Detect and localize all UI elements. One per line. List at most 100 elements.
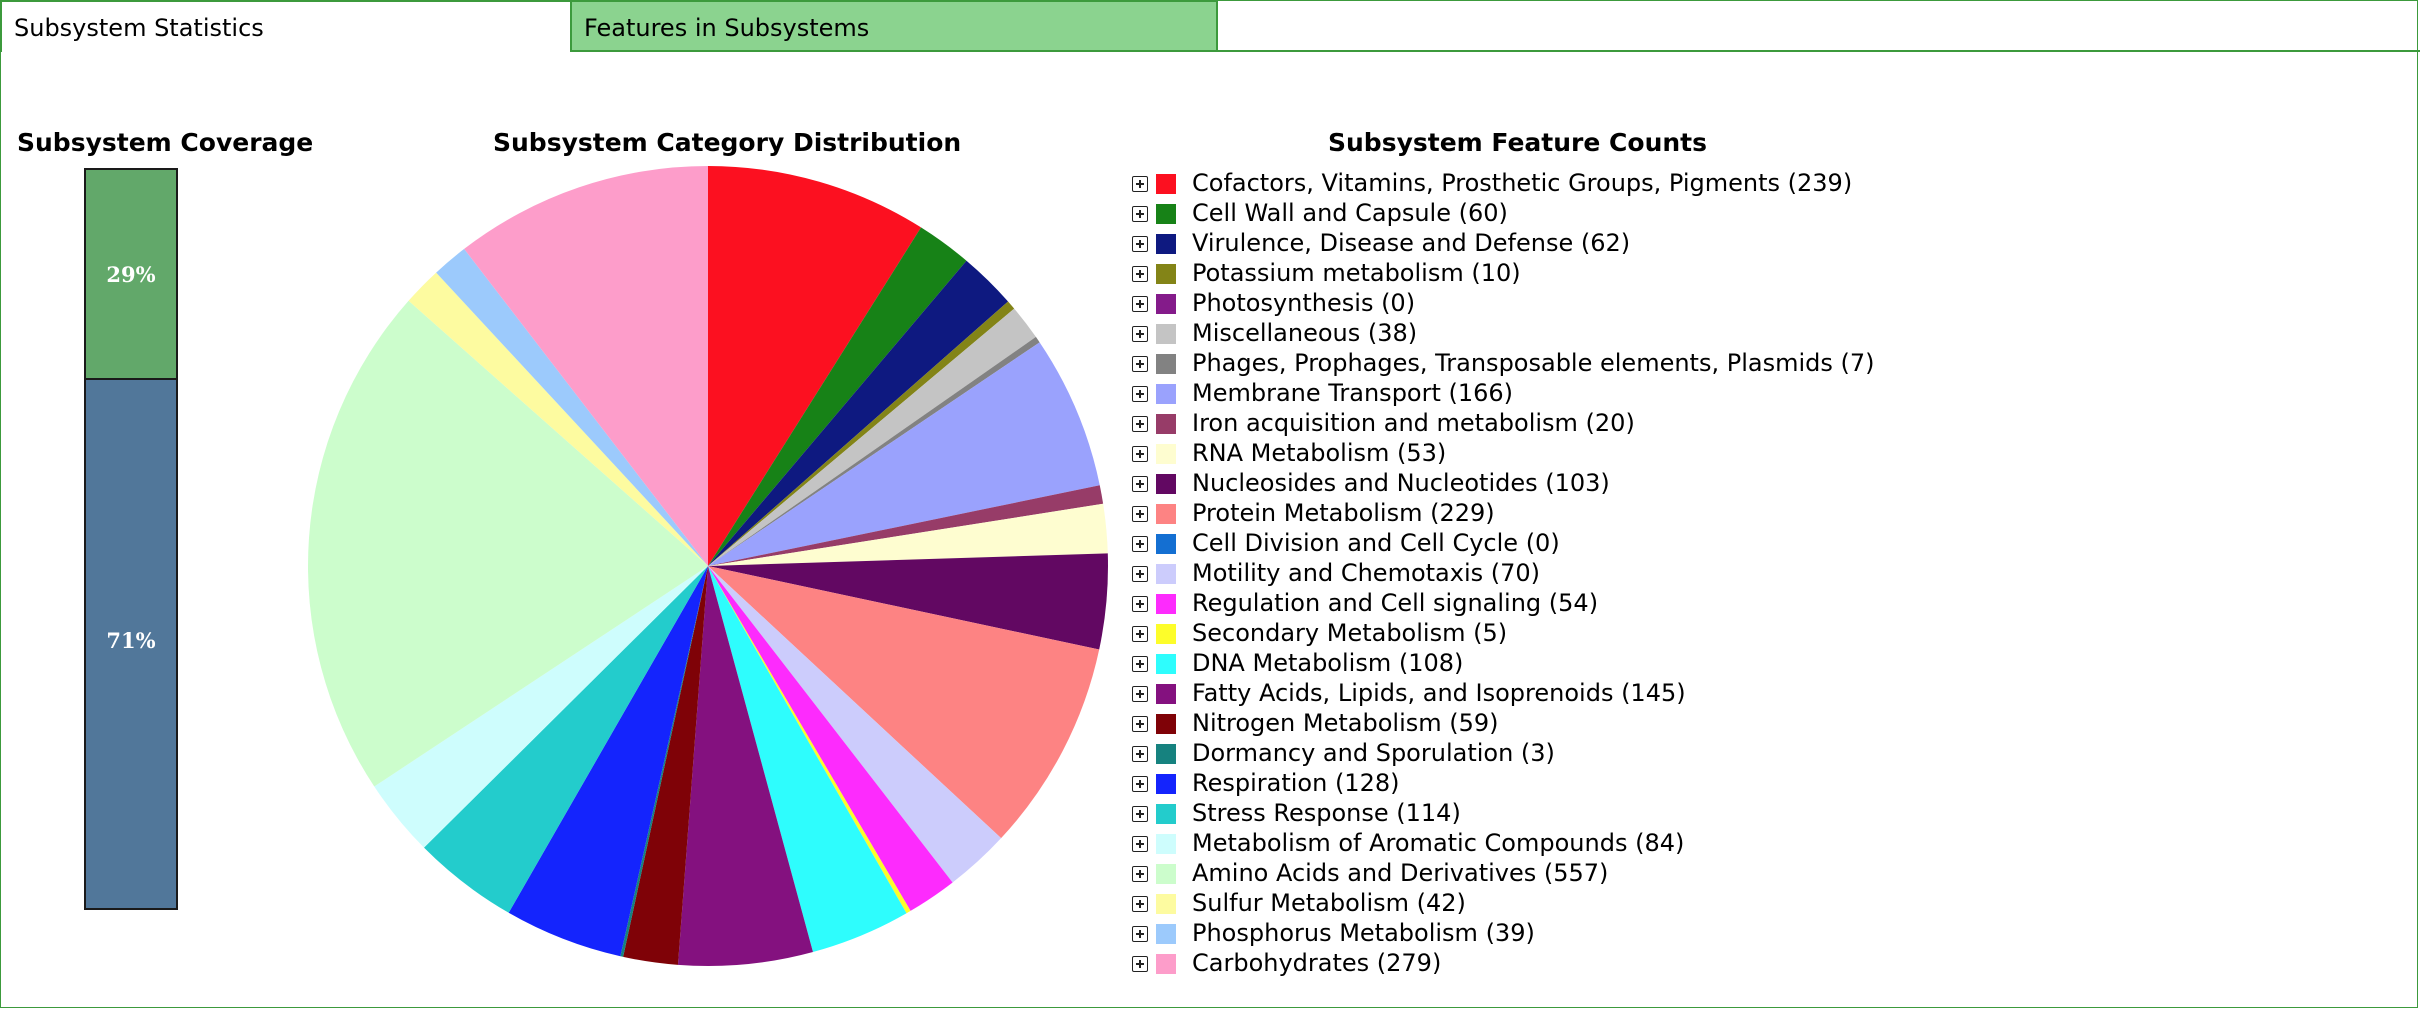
expand-plus-icon[interactable] <box>1132 416 1148 432</box>
legend-label: Carbohydrates (279) <box>1192 949 1442 977</box>
legend-color-swatch <box>1156 444 1176 464</box>
legend-item: Protein Metabolism (229) <box>1132 498 1874 528</box>
expand-plus-icon[interactable] <box>1132 326 1148 342</box>
legend-item: Miscellaneous (38) <box>1132 318 1874 348</box>
expand-plus-icon[interactable] <box>1132 596 1148 612</box>
legend-color-swatch <box>1156 774 1176 794</box>
pie-slice-3 <box>708 301 1015 566</box>
legend-color-swatch <box>1156 504 1176 524</box>
legend-color-swatch <box>1156 894 1176 914</box>
pie-slice-16 <box>708 566 907 952</box>
legend-item: DNA Metabolism (108) <box>1132 648 1874 678</box>
expand-plus-icon[interactable] <box>1132 176 1148 192</box>
legend-color-swatch <box>1156 384 1176 404</box>
legend-item: Membrane Transport (166) <box>1132 378 1874 408</box>
expand-plus-icon[interactable] <box>1132 236 1148 252</box>
expand-plus-icon[interactable] <box>1132 806 1148 822</box>
legend-color-swatch <box>1156 264 1176 284</box>
legend-color-swatch <box>1156 294 1176 314</box>
pie-slice-1 <box>708 227 967 566</box>
pie-slice-21 <box>423 566 708 913</box>
expand-plus-icon[interactable] <box>1132 686 1148 702</box>
expand-plus-icon[interactable] <box>1132 296 1148 312</box>
expand-plus-icon[interactable] <box>1132 266 1148 282</box>
legend-label: Virulence, Disease and Defense (62) <box>1192 229 1631 257</box>
coverage-percent-label: 71% <box>106 628 156 653</box>
legend-label: Stress Response (114) <box>1192 799 1461 827</box>
legend-item: Nucleosides and Nucleotides (103) <box>1132 468 1874 498</box>
legend-color-swatch <box>1156 924 1176 944</box>
legend-color-swatch <box>1156 174 1176 194</box>
expand-plus-icon[interactable] <box>1132 206 1148 222</box>
expand-plus-icon[interactable] <box>1132 506 1148 522</box>
pie-slice-5 <box>708 308 1036 566</box>
pie-slice-11 <box>708 566 1100 839</box>
legend-color-swatch <box>1156 954 1176 974</box>
pie-slice-24 <box>408 272 708 566</box>
expand-plus-icon[interactable] <box>1132 866 1148 882</box>
legend-label: Metabolism of Aromatic Compounds (84) <box>1192 829 1685 857</box>
feature-counts-title: Subsystem Feature Counts <box>1328 128 1707 157</box>
legend-label: Secondary Metabolism (5) <box>1192 619 1508 647</box>
legend-color-swatch <box>1156 324 1176 344</box>
expand-plus-icon[interactable] <box>1132 836 1148 852</box>
pie-slice-18 <box>623 566 708 965</box>
legend-label: Dormancy and Sporulation (3) <box>1192 739 1555 767</box>
legend-item: RNA Metabolism (53) <box>1132 438 1874 468</box>
expand-plus-icon[interactable] <box>1132 896 1148 912</box>
pie-slice-9 <box>708 503 1108 566</box>
expand-plus-icon[interactable] <box>1132 776 1148 792</box>
legend-label: Regulation and Cell signaling (54) <box>1192 589 1599 617</box>
pie-slice-26 <box>464 166 708 566</box>
legend-color-swatch <box>1156 234 1176 254</box>
legend-color-swatch <box>1156 594 1176 614</box>
legend-label: Phosphorus Metabolism (39) <box>1192 919 1535 947</box>
legend-item: Potassium metabolism (10) <box>1132 258 1874 288</box>
expand-plus-icon[interactable] <box>1132 566 1148 582</box>
legend-item: Amino Acids and Derivatives (557) <box>1132 858 1874 888</box>
legend-label: Motility and Chemotaxis (70) <box>1192 559 1541 587</box>
tab-subsystem-statistics[interactable]: Subsystem Statistics <box>0 0 572 52</box>
expand-plus-icon[interactable] <box>1132 656 1148 672</box>
expand-plus-icon[interactable] <box>1132 476 1148 492</box>
expand-plus-icon[interactable] <box>1132 536 1148 552</box>
expand-plus-icon[interactable] <box>1132 746 1148 762</box>
legend-color-swatch <box>1156 714 1176 734</box>
legend-item: Fatty Acids, Lipids, and Isoprenoids (14… <box>1132 678 1874 708</box>
legend-item: Iron acquisition and metabolism (20) <box>1132 408 1874 438</box>
legend-label: Protein Metabolism (229) <box>1192 499 1495 527</box>
legend-color-swatch <box>1156 654 1176 674</box>
pie-slice-22 <box>374 566 708 848</box>
coverage-segment-not-in-subsystems: 71% <box>86 380 176 908</box>
tab-features-in-subsystems[interactable]: Features in Subsystems <box>570 0 1218 52</box>
expand-plus-icon[interactable] <box>1132 356 1148 372</box>
coverage-bar: 29% 71% <box>84 168 178 910</box>
legend-item: Carbohydrates (279) <box>1132 948 1874 978</box>
legend-item: Stress Response (114) <box>1132 798 1874 828</box>
expand-plus-icon[interactable] <box>1132 626 1148 642</box>
legend-item: Secondary Metabolism (5) <box>1132 618 1874 648</box>
pie-slice-2 <box>708 260 1009 566</box>
legend-color-swatch <box>1156 534 1176 554</box>
legend-item: Phosphorus Metabolism (39) <box>1132 918 1874 948</box>
legend-label: Fatty Acids, Lipids, and Isoprenoids (14… <box>1192 679 1686 707</box>
pie-slice-0 <box>708 166 922 566</box>
legend-label: Photosynthesis (0) <box>1192 289 1416 317</box>
expand-plus-icon[interactable] <box>1132 386 1148 402</box>
legend-label: Miscellaneous (38) <box>1192 319 1418 347</box>
category-pie-chart <box>307 166 1108 966</box>
expand-plus-icon[interactable] <box>1132 956 1148 972</box>
legend-color-swatch <box>1156 834 1176 854</box>
legend-color-swatch <box>1156 624 1176 644</box>
expand-plus-icon[interactable] <box>1132 446 1148 462</box>
expand-plus-icon[interactable] <box>1132 926 1148 942</box>
legend-item: Virulence, Disease and Defense (62) <box>1132 228 1874 258</box>
legend-color-swatch <box>1156 474 1176 494</box>
pie-slice-7 <box>708 342 1100 566</box>
expand-plus-icon[interactable] <box>1132 716 1148 732</box>
pie-slice-17 <box>677 566 813 966</box>
legend-item: Metabolism of Aromatic Compounds (84) <box>1132 828 1874 858</box>
legend-item: Sulfur Metabolism (42) <box>1132 888 1874 918</box>
pie-slice-23 <box>307 300 708 787</box>
legend-item: Dormancy and Sporulation (3) <box>1132 738 1874 768</box>
